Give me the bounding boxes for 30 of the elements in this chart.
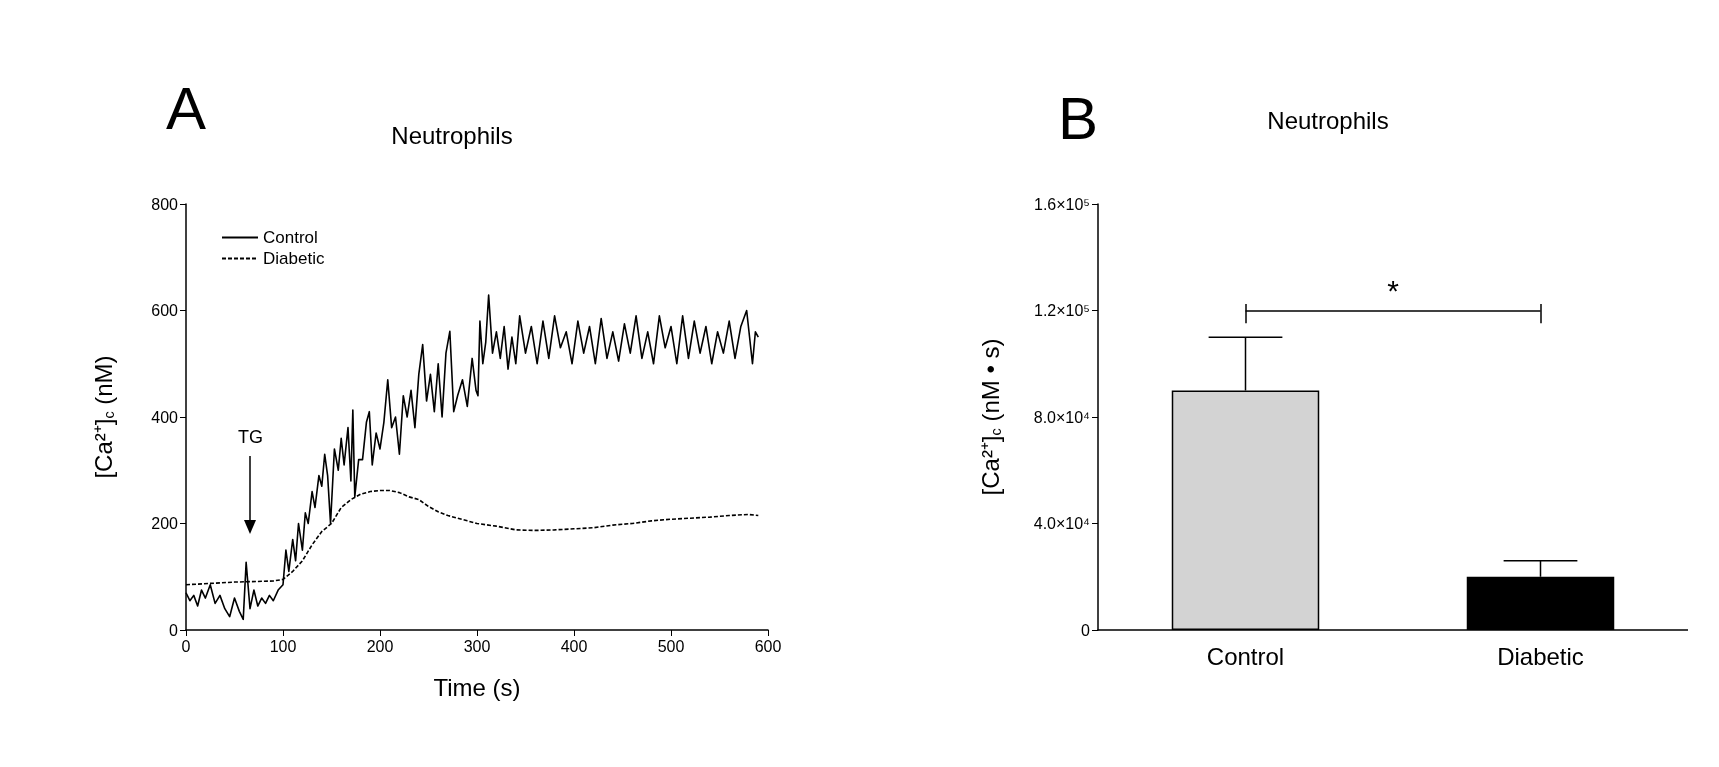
x-tick-label: 500	[657, 637, 685, 655]
y-tick-label: 800	[151, 195, 179, 213]
y-tick-label: 0	[169, 621, 179, 639]
y-axis-title: [Ca²⁺]c (nM)	[89, 355, 117, 479]
text: B	[1058, 84, 1099, 152]
x-tick-label: 200	[366, 637, 394, 655]
x-tick-label: Control	[1206, 642, 1285, 670]
y-tick-label: 8.0×10⁴	[1033, 408, 1091, 426]
y-tick-label: 0	[1081, 621, 1091, 639]
chart-title: Neutrophils	[1267, 106, 1389, 134]
y-tick-label: 200	[151, 515, 179, 532]
chart-title: Neutrophils	[391, 121, 513, 149]
annotation: TG	[238, 427, 263, 447]
x-tick-label: 0	[181, 637, 191, 655]
y-tick-label: 4.0×10⁴	[1033, 515, 1091, 532]
x-tick-label: Diabetic	[1497, 642, 1584, 670]
x-tick-label: 400	[560, 637, 588, 655]
y-tick-label: 1.6×10⁵	[1033, 195, 1090, 213]
x-axis-title: Time (s)	[433, 673, 521, 701]
x-tick-label: 600	[754, 637, 782, 655]
annotation: *	[1387, 274, 1400, 307]
x-tick-label: 100	[269, 637, 297, 655]
y-tick-label: 400	[151, 408, 179, 426]
y-tick-label: 1.2×10⁵	[1033, 302, 1090, 319]
legend-label: Diabetic	[263, 249, 325, 268]
y-tick-label: 600	[151, 302, 179, 319]
x-tick-label: 300	[463, 637, 491, 655]
text: A	[166, 74, 207, 142]
y-axis-title: [Ca²⁺]c (nM • s)	[976, 338, 1004, 496]
legend-label: Control	[263, 228, 318, 247]
